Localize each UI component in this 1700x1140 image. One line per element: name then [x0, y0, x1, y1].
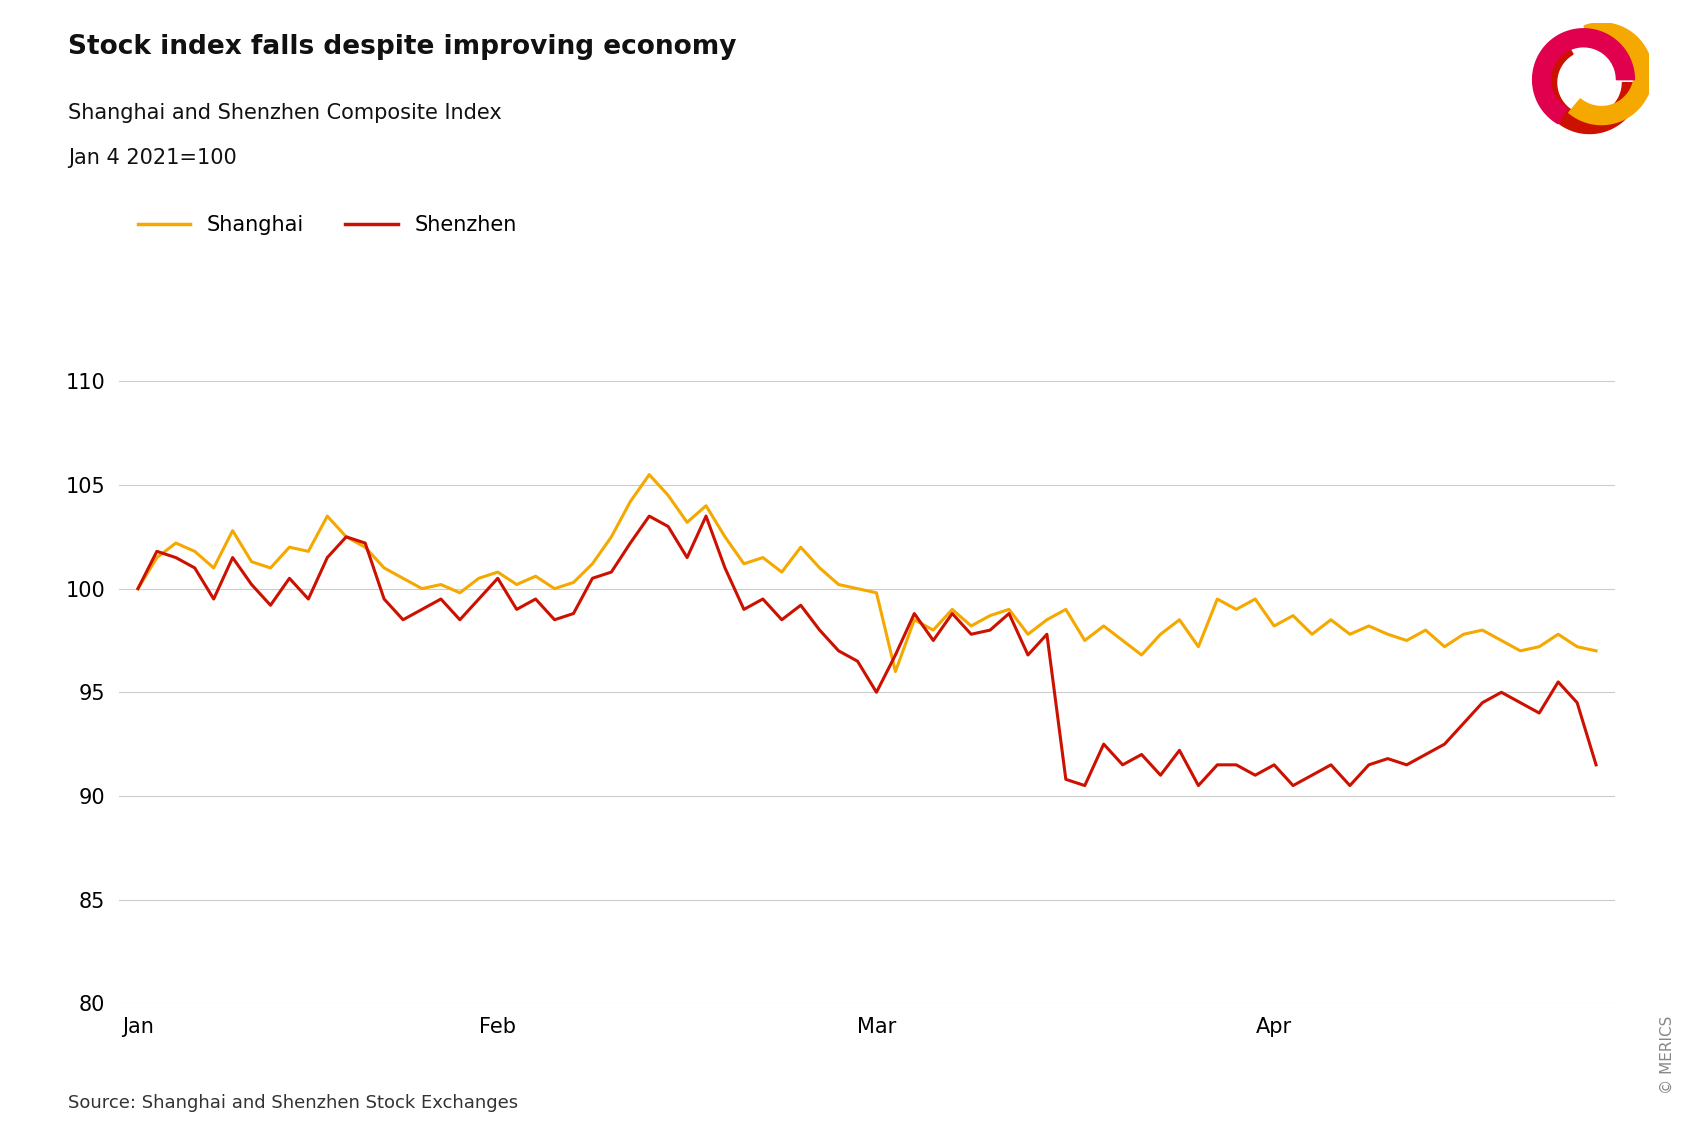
Polygon shape	[1538, 39, 1640, 133]
Polygon shape	[1533, 28, 1634, 124]
Text: © MERICS: © MERICS	[1659, 1016, 1674, 1094]
Legend: Shanghai, Shenzhen: Shanghai, Shenzhen	[129, 206, 525, 243]
Polygon shape	[1569, 23, 1652, 124]
Text: Shanghai and Shenzhen Composite Index: Shanghai and Shenzhen Composite Index	[68, 103, 502, 123]
Text: Jan 4 2021=100: Jan 4 2021=100	[68, 148, 236, 169]
Text: Stock index falls despite improving economy: Stock index falls despite improving econ…	[68, 34, 736, 60]
Text: Source: Shanghai and Shenzhen Stock Exchanges: Source: Shanghai and Shenzhen Stock Exch…	[68, 1093, 518, 1112]
